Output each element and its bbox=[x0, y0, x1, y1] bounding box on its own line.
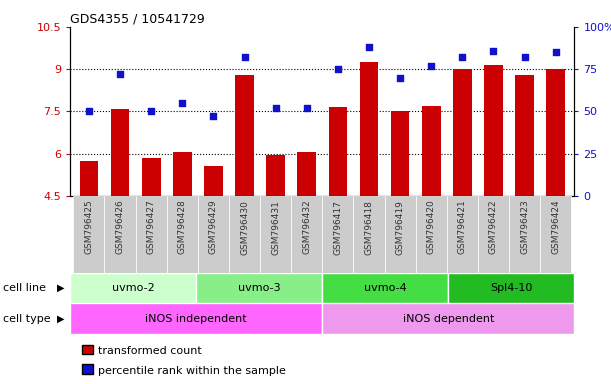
Text: uvmo-2: uvmo-2 bbox=[112, 283, 155, 293]
Text: ▶: ▶ bbox=[57, 283, 64, 293]
Bar bbox=[229, 196, 260, 273]
Point bbox=[395, 74, 405, 81]
Text: cell type: cell type bbox=[3, 314, 51, 324]
Bar bbox=[70, 273, 196, 303]
Bar bbox=[484, 65, 503, 196]
Text: GSM796423: GSM796423 bbox=[520, 200, 529, 255]
Point bbox=[458, 54, 467, 60]
Point bbox=[364, 44, 374, 50]
Bar bbox=[478, 196, 509, 273]
Bar bbox=[509, 196, 540, 273]
Text: cell line: cell line bbox=[3, 283, 46, 293]
Point bbox=[302, 105, 312, 111]
Text: iNOS independent: iNOS independent bbox=[145, 314, 247, 324]
Point bbox=[240, 54, 249, 60]
Point bbox=[333, 66, 343, 72]
Point bbox=[551, 49, 560, 55]
Text: GSM796420: GSM796420 bbox=[426, 200, 436, 255]
Bar bbox=[173, 152, 192, 196]
Bar bbox=[111, 109, 130, 196]
Bar bbox=[453, 69, 472, 196]
Text: iNOS dependent: iNOS dependent bbox=[403, 314, 494, 324]
Bar bbox=[104, 196, 136, 273]
Bar bbox=[79, 161, 98, 196]
Bar bbox=[546, 69, 565, 196]
Text: transformed count: transformed count bbox=[98, 346, 202, 356]
Bar bbox=[422, 106, 441, 196]
Text: GSM796425: GSM796425 bbox=[84, 200, 93, 255]
Bar bbox=[291, 196, 323, 273]
Bar bbox=[447, 196, 478, 273]
Text: uvmo-4: uvmo-4 bbox=[364, 283, 407, 293]
Text: ▶: ▶ bbox=[57, 314, 64, 324]
Text: GSM796418: GSM796418 bbox=[365, 200, 373, 255]
Text: GSM796428: GSM796428 bbox=[178, 200, 187, 255]
Point bbox=[146, 108, 156, 114]
Bar bbox=[323, 273, 448, 303]
Bar bbox=[323, 303, 574, 334]
Point bbox=[271, 105, 280, 111]
Bar bbox=[198, 196, 229, 273]
Bar bbox=[384, 196, 415, 273]
Bar bbox=[323, 196, 353, 273]
Text: percentile rank within the sample: percentile rank within the sample bbox=[98, 366, 285, 376]
Text: GSM796417: GSM796417 bbox=[334, 200, 342, 255]
Text: GSM796419: GSM796419 bbox=[395, 200, 404, 255]
Bar bbox=[204, 166, 223, 196]
Bar bbox=[136, 196, 167, 273]
Text: uvmo-3: uvmo-3 bbox=[238, 283, 280, 293]
Text: GSM796426: GSM796426 bbox=[115, 200, 125, 255]
Text: GSM796431: GSM796431 bbox=[271, 200, 280, 255]
Point bbox=[520, 54, 530, 60]
Bar bbox=[540, 196, 571, 273]
Bar bbox=[391, 111, 409, 196]
Text: GSM796430: GSM796430 bbox=[240, 200, 249, 255]
Bar bbox=[515, 75, 534, 196]
Bar bbox=[266, 155, 285, 196]
Text: GSM796422: GSM796422 bbox=[489, 200, 498, 254]
Text: GSM796427: GSM796427 bbox=[147, 200, 156, 255]
Bar bbox=[235, 75, 254, 196]
Text: GSM796421: GSM796421 bbox=[458, 200, 467, 255]
Point bbox=[115, 71, 125, 77]
Bar bbox=[448, 273, 574, 303]
Point bbox=[84, 108, 94, 114]
Bar bbox=[167, 196, 198, 273]
Text: GSM796432: GSM796432 bbox=[302, 200, 311, 255]
Bar bbox=[142, 158, 161, 196]
Bar bbox=[415, 196, 447, 273]
Bar bbox=[196, 273, 323, 303]
Text: GSM796429: GSM796429 bbox=[209, 200, 218, 255]
Point bbox=[177, 100, 187, 106]
Point bbox=[208, 113, 218, 119]
Bar bbox=[260, 196, 291, 273]
Bar bbox=[329, 107, 347, 196]
Bar bbox=[70, 303, 323, 334]
Bar bbox=[298, 152, 316, 196]
Point bbox=[489, 48, 499, 54]
Bar bbox=[360, 62, 378, 196]
Point bbox=[426, 63, 436, 69]
Text: Spl4-10: Spl4-10 bbox=[490, 283, 533, 293]
Bar bbox=[353, 196, 384, 273]
Text: GSM796424: GSM796424 bbox=[551, 200, 560, 254]
Bar bbox=[73, 196, 104, 273]
Text: GDS4355 / 10541729: GDS4355 / 10541729 bbox=[70, 13, 205, 26]
